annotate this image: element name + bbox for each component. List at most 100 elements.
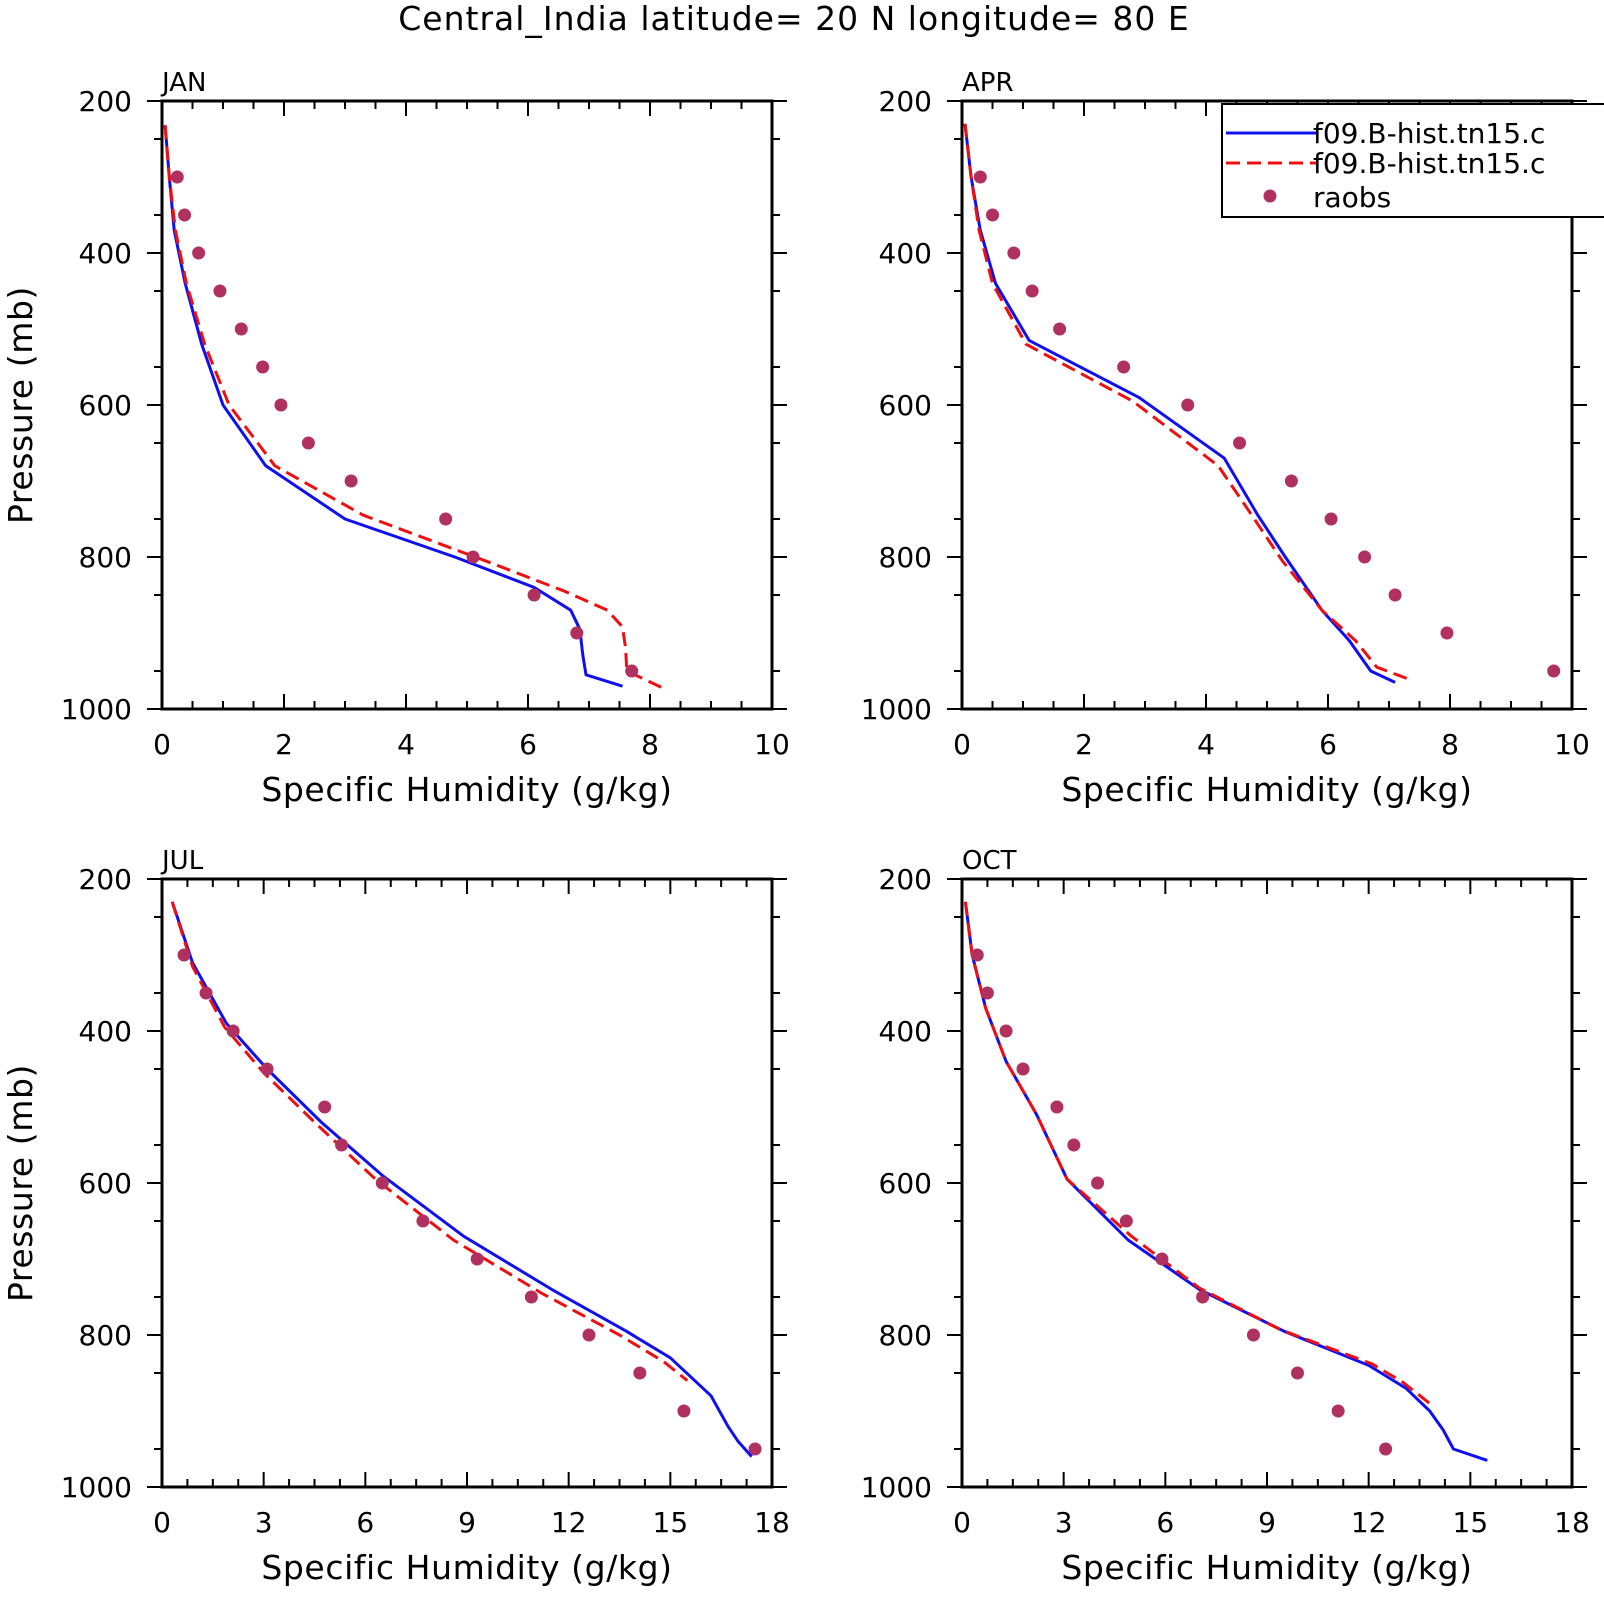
dashed-series-line <box>170 901 689 1382</box>
raobs-point <box>226 1024 240 1038</box>
y-tick-label: 1000 <box>861 693 932 726</box>
x-axis-label: Specific Humidity (g/kg) <box>261 770 672 809</box>
y-tick-label: 600 <box>79 389 132 422</box>
legend-label: f09.B-hist.tn15.c <box>1313 147 1545 180</box>
x-tick-label: 4 <box>397 728 415 761</box>
x-tick-label: 8 <box>641 728 659 761</box>
y-tick-label: 800 <box>879 541 932 574</box>
x-tick-label: 0 <box>953 728 971 761</box>
y-tick-label: 400 <box>879 237 932 270</box>
raobs-point <box>1016 1062 1030 1076</box>
raobs-point <box>192 246 206 260</box>
raobs-point <box>274 398 288 412</box>
y-tick-label: 800 <box>879 1319 932 1352</box>
panel-title: OCT <box>962 846 1017 876</box>
panel-jul: JUL 0 3 6 9 12 15 18 200 400 600 800 1000 Specific Hu… <box>1 846 790 1587</box>
raobs-point <box>1050 1100 1064 1114</box>
x-tick-label: 9 <box>458 1506 476 1539</box>
raobs-point <box>582 1328 596 1342</box>
panel-title: JUL <box>160 846 204 876</box>
y-tick-label: 800 <box>79 1319 132 1352</box>
x-tick-label: 12 <box>1351 1506 1387 1539</box>
y-tick-label: 600 <box>79 1167 132 1200</box>
y-tick-label: 600 <box>879 389 932 422</box>
x-tick-label: 0 <box>153 1506 171 1539</box>
legend-label: f09.B-hist.tn15.c <box>1313 117 1545 150</box>
y-tick-label: 200 <box>79 85 132 118</box>
y-tick-label: 200 <box>879 863 932 896</box>
raobs-point <box>470 1252 484 1266</box>
y-tick-label: 200 <box>79 863 132 896</box>
panel-jan: JAN 0 2 4 6 8 10 200 400 600 800 1000 Specific Humid… <box>1 68 790 809</box>
dashed-series-line <box>963 901 1431 1405</box>
y-tick-label: 400 <box>79 1015 132 1048</box>
x-tick-label: 8 <box>1441 728 1459 761</box>
raobs-point <box>439 512 453 526</box>
raobs-point <box>170 170 184 184</box>
solid-series-line <box>163 125 623 688</box>
x-tick-label: 0 <box>953 1506 971 1539</box>
solid-series-line <box>170 901 753 1458</box>
figure-title: Central_India latitude= 20 N longitude= … <box>398 0 1190 38</box>
raobs-point <box>1358 550 1372 564</box>
raobs-point <box>256 360 270 374</box>
raobs-point <box>466 550 480 564</box>
y-axis-label: Pressure (mb) <box>1 286 40 524</box>
raobs-point <box>1053 322 1067 336</box>
x-tick-label: 6 <box>356 1506 374 1539</box>
raobs-point <box>570 626 584 640</box>
raobs-point <box>999 1024 1013 1038</box>
x-tick-label: 0 <box>153 728 171 761</box>
raobs-point <box>625 664 639 678</box>
legend-box <box>1221 103 1604 218</box>
raobs-point <box>1233 436 1247 450</box>
x-axis-label: Specific Humidity (g/kg) <box>1061 770 1472 809</box>
raobs-point <box>980 986 994 1000</box>
raobs-point <box>177 948 191 962</box>
x-tick-label: 6 <box>1156 1506 1174 1539</box>
y-axis-label: Pressure (mb) <box>1 1064 40 1302</box>
raobs-point <box>1181 398 1195 412</box>
x-tick-label: 3 <box>255 1506 273 1539</box>
x-axis-label: Specific Humidity (g/kg) <box>261 1548 672 1587</box>
x-tick-label: 15 <box>653 1506 689 1539</box>
x-tick-label: 9 <box>1258 1506 1276 1539</box>
raobs-point <box>1388 588 1402 602</box>
legend-label: raobs <box>1313 181 1391 214</box>
x-tick-label: 2 <box>275 728 293 761</box>
y-tick-label: 400 <box>79 237 132 270</box>
x-tick-label: 4 <box>1197 728 1215 761</box>
raobs-point <box>1246 1328 1260 1342</box>
raobs-point <box>301 436 315 450</box>
x-tick-label: 10 <box>1554 728 1590 761</box>
raobs-point <box>1117 360 1131 374</box>
dashed-series-line <box>163 125 663 690</box>
y-tick-label: 1000 <box>61 693 132 726</box>
x-axis-label: Specific Humidity (g/kg) <box>1061 1548 1472 1587</box>
panel-apr: APR 0 2 4 6 8 10 200 400 600 800 1000 Specific Humid… <box>861 68 1590 809</box>
raobs-point <box>1324 512 1338 526</box>
raobs-point <box>1091 1176 1105 1190</box>
y-tick-label: 400 <box>879 1015 932 1048</box>
plot-frame <box>160 99 774 711</box>
raobs-point <box>1291 1366 1304 1380</box>
y-tick-label: 1000 <box>861 1471 932 1504</box>
raobs-point <box>1547 664 1561 678</box>
x-tick-label: 15 <box>1453 1506 1489 1539</box>
x-tick-label: 18 <box>1554 1506 1590 1539</box>
legend-marker <box>1263 189 1277 203</box>
y-tick-label: 200 <box>879 85 932 118</box>
panel-title: JAN <box>160 68 206 98</box>
x-tick-label: 18 <box>754 1506 790 1539</box>
raobs-point <box>213 284 227 298</box>
raobs-point <box>633 1366 647 1380</box>
raobs-point <box>375 1176 389 1190</box>
raobs-point <box>1119 1214 1133 1228</box>
x-tick-label: 6 <box>1319 728 1337 761</box>
raobs-point <box>260 1062 274 1076</box>
raobs-point <box>1025 284 1039 298</box>
raobs-point <box>677 1404 691 1418</box>
raobs-point <box>1284 474 1298 488</box>
y-tick-label: 800 <box>79 541 132 574</box>
